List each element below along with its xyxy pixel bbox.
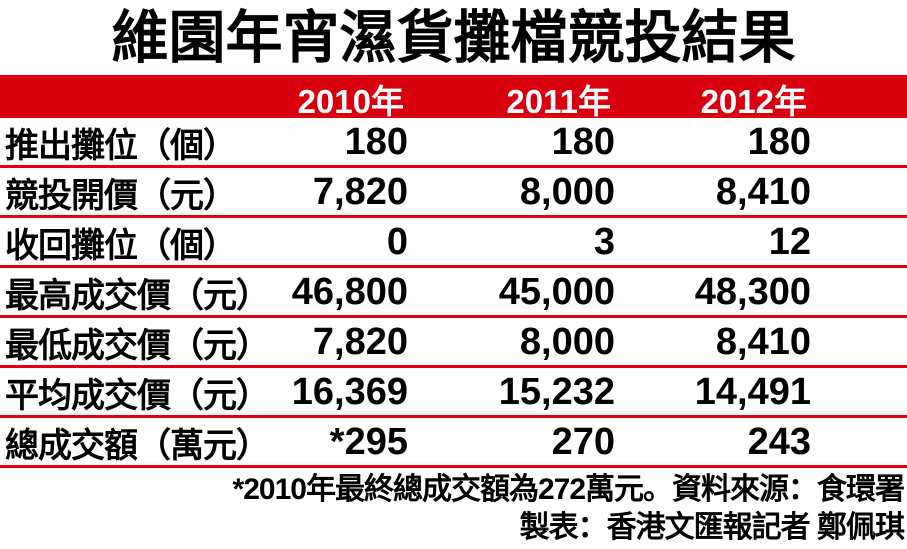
value-cell-2010: 180 [344, 121, 408, 163]
value-cell-2012: 14,491 [694, 371, 811, 413]
value-cell-2012: 12 [768, 221, 811, 263]
row-label: 總成交額（萬元） [5, 427, 270, 465]
value-cell-2011: 15,232 [498, 371, 615, 413]
value-cell-2010: 7,820 [312, 321, 408, 363]
table-header-bar: 2010年 2011年 2012年 [0, 75, 907, 120]
row-label: 收回攤位（個） [5, 227, 237, 265]
page-title: 維園年宵濕貨攤檔競投結果 [111, 6, 796, 70]
row-label: 競投開價（元） [5, 177, 237, 215]
value-cell-2010: 46,800 [291, 271, 408, 313]
value-cell-2012: 8,410 [715, 171, 811, 213]
row-label: 推出攤位（個） [5, 127, 237, 165]
value-cell-2011: 8,000 [519, 171, 615, 213]
value-cell-2012: 48,300 [694, 271, 811, 313]
row-label: 平均成交價（元） [5, 377, 270, 415]
value-cell-2010: 16,369 [291, 371, 408, 413]
table-row: 平均成交價（元） 16,369 15,232 14,491 [0, 368, 907, 418]
value-cell-2011: 270 [551, 421, 615, 463]
table-row: 推出攤位（個） 180 180 180 [0, 118, 907, 168]
table-row: 最高成交價（元） 46,800 45,000 48,300 [0, 268, 907, 318]
footnote-source: *2010年最終總成交額為272萬元。資料來源：食環署 [232, 473, 905, 506]
year-header-2010: 2010年 [297, 83, 404, 120]
year-header-2012: 2012年 [700, 83, 807, 120]
table-row: 競投開價（元） 7,820 8,000 8,410 [0, 168, 907, 218]
footnote-credit: 製表：香港文匯報記者 鄭佩琪 [519, 511, 905, 544]
footnotes: *2010年最終總成交額為272萬元。資料來源：食環署 製表：香港文匯報記者 鄭… [0, 468, 907, 547]
table-row: 收回攤位（個） 0 3 12 [0, 218, 907, 268]
year-header-2011: 2011年 [506, 83, 611, 120]
table-row: 總成交額（萬元） *295 270 243 [0, 418, 907, 468]
value-cell-2012: 180 [747, 121, 811, 163]
value-cell-2011: 3 [593, 221, 615, 263]
value-cell-2010: 7,820 [312, 171, 408, 213]
value-cell-2011: 180 [551, 121, 615, 163]
row-label: 最高成交價（元） [5, 277, 270, 315]
table-row: 最低成交價（元） 7,820 8,000 8,410 [0, 318, 907, 368]
value-cell-2010: 0 [386, 221, 408, 263]
value-cell-2012: 8,410 [715, 321, 811, 363]
value-cell-2012: 243 [747, 421, 811, 463]
value-cell-2011: 45,000 [498, 271, 615, 313]
results-table: 推出攤位（個） 180 180 180 競投開價（元） 7,820 8,000 … [0, 118, 907, 468]
row-label: 最低成交價（元） [5, 327, 270, 365]
value-cell-2010: *295 [329, 421, 408, 463]
value-cell-2011: 8,000 [519, 321, 615, 363]
